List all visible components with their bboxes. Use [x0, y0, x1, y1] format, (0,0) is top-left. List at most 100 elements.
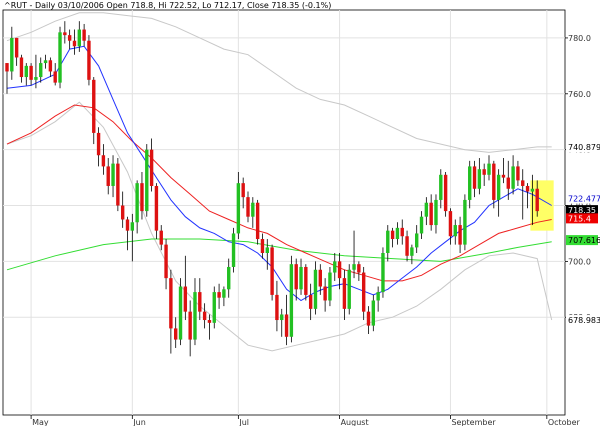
candle-body-93 — [453, 225, 457, 237]
price-label-5: 678.983 — [568, 316, 600, 325]
candle-body-3 — [19, 57, 24, 78]
candle-body-76 — [371, 300, 376, 326]
candle-body-11 — [58, 32, 62, 83]
candle-body-96 — [468, 166, 472, 200]
price-label-bg-0 — [566, 142, 598, 153]
candle-body-31 — [154, 185, 159, 231]
x-tick-label-0: May — [32, 418, 49, 426]
candle-body-2 — [14, 37, 19, 58]
price-label-4: 707.616 — [568, 236, 600, 245]
candle-body-77 — [376, 292, 380, 301]
candle-body-105 — [511, 166, 515, 189]
candle-body-54 — [265, 247, 269, 253]
candle-body-60 — [294, 264, 298, 290]
candle-body-15 — [77, 29, 81, 47]
chart-title: ^RUT - Daily 03/10/2006 Open 718.8, Hi 7… — [4, 1, 332, 10]
candle-body-45 — [222, 289, 226, 298]
candle-body-73 — [357, 264, 361, 273]
candle-body-13 — [67, 35, 72, 41]
candle-body-12 — [63, 32, 67, 36]
candle-body-0 — [5, 63, 9, 72]
candle-body-63 — [308, 294, 313, 309]
candle-body-10 — [53, 71, 57, 83]
x-tick-label-5: October — [548, 418, 581, 426]
price-label-bg-4 — [566, 235, 598, 246]
price-label-bg-3 — [566, 213, 598, 224]
candle-body-19 — [96, 132, 101, 156]
candle-body-64 — [313, 269, 318, 309]
band-lower-line — [6, 101, 553, 352]
y-tick-label-0: 780.0 — [568, 34, 591, 43]
candle-body-89 — [434, 199, 438, 226]
candle-body-97 — [472, 166, 477, 189]
candle-body-62 — [304, 266, 308, 295]
candle-body-29 — [145, 149, 149, 212]
candle-body-20 — [101, 155, 106, 167]
candle-body-95 — [463, 199, 467, 245]
bollinger-bands — [6, 12, 553, 352]
candle-body-65 — [318, 269, 322, 287]
candle-body-41 — [202, 311, 207, 321]
price-label-1: 722.477 — [568, 195, 600, 204]
x-tick-label-3: August — [341, 418, 369, 426]
candle-body-50 — [246, 197, 250, 217]
y-tick-label-4: 700.0 — [568, 257, 591, 266]
candle-body-44 — [217, 292, 221, 298]
candle-body-92 — [448, 211, 453, 237]
candle-body-40 — [198, 292, 202, 312]
ma-mid-line — [6, 104, 552, 282]
candle-body-103 — [501, 174, 506, 178]
candle-body-100 — [487, 163, 491, 175]
candle-body-33 — [164, 244, 168, 279]
candle-body-108 — [525, 185, 530, 192]
band-upper-line — [6, 12, 552, 153]
candle-body-23 — [116, 163, 120, 206]
candle-body-26 — [130, 222, 135, 231]
y-tick-label-1: 760.0 — [568, 90, 591, 99]
candle-body-37 — [183, 286, 188, 312]
candle-body-68 — [333, 261, 337, 273]
gridlines — [3, 10, 565, 415]
candle-body-94 — [458, 225, 462, 245]
x-tick-label-4: September — [451, 418, 496, 426]
candle-body-106 — [516, 166, 520, 181]
candle-body-69 — [337, 261, 342, 279]
candle-body-52 — [255, 202, 260, 240]
candle-body-49 — [241, 183, 245, 198]
candle-body-46 — [227, 266, 231, 290]
candle-body-84 — [410, 247, 414, 256]
x-axis: May Jun Jul August September October — [30, 415, 581, 426]
candle-body-17 — [87, 40, 91, 80]
candle-body-35 — [174, 328, 178, 340]
candle-body-53 — [260, 239, 265, 253]
candle-body-66 — [323, 286, 327, 301]
candle-body-104 — [506, 177, 510, 189]
candle-body-27 — [135, 183, 139, 223]
ma-long-line — [6, 238, 552, 271]
candle-body-42 — [207, 320, 212, 323]
candle-body-81 — [395, 227, 400, 240]
candle-body-67 — [328, 272, 332, 301]
candle-body-99 — [482, 169, 486, 175]
candle-body-86 — [419, 216, 424, 234]
candle-body-5 — [29, 65, 33, 80]
candle-body-21 — [106, 166, 110, 186]
candle-body-47 — [231, 233, 236, 267]
plot-area — [2, 9, 566, 416]
candle-body-55 — [270, 247, 274, 295]
candle-body-109 — [530, 188, 535, 192]
candle-body-74 — [361, 272, 366, 312]
candle-body-78 — [381, 253, 385, 293]
candle-body-4 — [24, 65, 28, 78]
price-label-2: 718.35 — [568, 206, 596, 215]
candle-body-30 — [149, 149, 154, 186]
candle-body-9 — [48, 60, 53, 72]
candle-body-82 — [400, 227, 404, 237]
candle-body-91 — [443, 174, 448, 212]
candle-body-79 — [386, 230, 390, 253]
x-tick-label-2: Jul — [238, 418, 249, 426]
candle-body-56 — [275, 294, 279, 321]
